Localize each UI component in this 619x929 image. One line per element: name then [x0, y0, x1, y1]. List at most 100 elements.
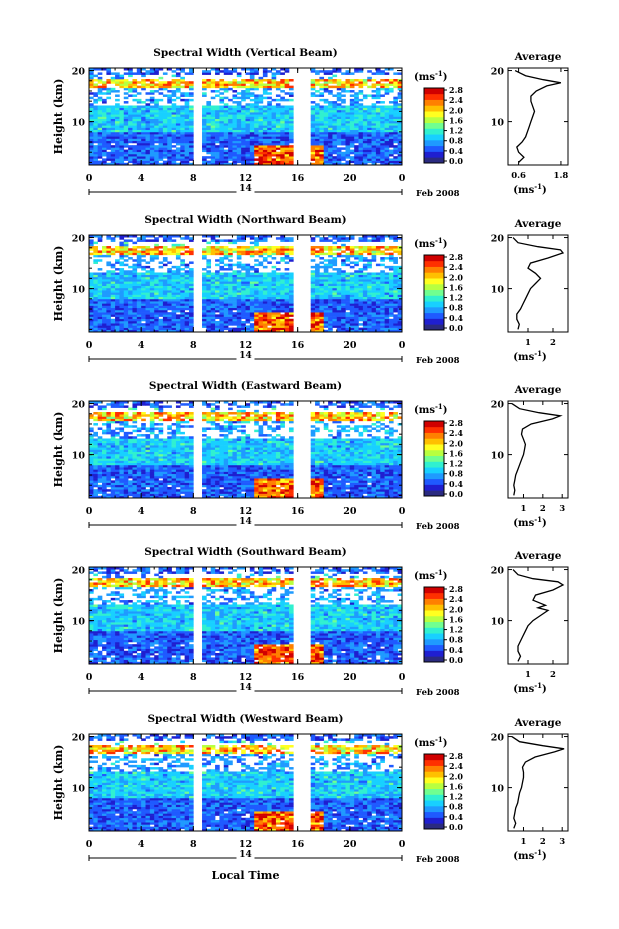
colorbar-tick-label: 1.6 [449, 282, 463, 292]
panel-title: Spectral Width (Eastward Beam) [149, 380, 342, 392]
colorbar-swatch [424, 318, 444, 325]
colorbar-swatch [424, 478, 444, 485]
colorbar-swatch [424, 266, 444, 273]
colorbar-frame [423, 420, 445, 497]
colorbar-swatch [424, 306, 444, 314]
average-x-tick-label: 0.6 [511, 171, 526, 181]
average-plot: Average 20 10 1 2 3 (ms-1) [491, 384, 569, 529]
colorbar-tick-label: 2.0 [449, 604, 463, 614]
colorbar-swatch [424, 610, 444, 617]
panel-1: Spectral Width (Northward Beam)2010Heigh… [52, 214, 569, 366]
colorbar-swatch [424, 484, 444, 491]
colorbar-tick-label: 2.0 [449, 105, 463, 115]
colorbar-swatch [424, 656, 444, 663]
colorbar-tick-label: 1.6 [449, 115, 463, 125]
colorbar-swatch [424, 638, 444, 646]
colorbar-tick-label: 0.8 [449, 469, 463, 479]
colorbar-tick-label: 0.4 [449, 645, 463, 655]
heatmap [89, 401, 403, 499]
x-tick-label: 0 [86, 340, 93, 351]
x-tick-label: 16 [291, 506, 305, 517]
x-tick-label: 0 [86, 672, 93, 683]
colorbar-tick-label: 0.8 [449, 136, 463, 146]
average-x-tick-label: 1 [521, 504, 527, 514]
average-x-tick-label: 2 [540, 504, 546, 514]
x-tick-label: 20 [343, 672, 357, 683]
y-tick-label: 20 [72, 234, 86, 245]
colorbar-swatch [424, 805, 444, 813]
colorbar-swatch [424, 788, 444, 795]
x-tick-label: 8 [190, 340, 197, 351]
average-y-tick-label: 10 [491, 285, 505, 296]
average-profile-line [511, 736, 565, 829]
colorbar-swatch [424, 324, 444, 331]
colorbar-swatch [424, 111, 444, 118]
x-tick-label: 4 [138, 672, 145, 683]
y-tick-label: 10 [72, 285, 86, 296]
x-tick-label: 12 [239, 672, 252, 683]
average-title: Average [514, 717, 562, 729]
colorbar-frame [423, 254, 445, 331]
colorbar-swatch [424, 139, 444, 147]
average-x-tick-label: 1 [521, 837, 527, 847]
panel-title: Spectral Width (Westward Beam) [147, 713, 343, 725]
average-x-tick-label: 3 [559, 837, 565, 847]
colorbar-tick-label: 0.0 [449, 822, 463, 832]
x-tick-label: 12 [239, 173, 252, 184]
colorbar-tick-label: 1.2 [449, 792, 463, 802]
colorbar-units: (ms-1) [414, 69, 447, 83]
colorbar-swatch [424, 88, 444, 95]
colorbar-swatch [424, 817, 444, 824]
y-tick-label: 20 [72, 566, 86, 577]
colorbar-tick-label: 2.0 [449, 438, 463, 448]
colorbar-swatch [424, 461, 444, 468]
colorbar-units: (ms-1) [414, 236, 447, 250]
colorbar-swatch [424, 122, 444, 129]
heatmap [89, 68, 403, 166]
colorbar-swatch [424, 295, 444, 302]
average-title: Average [514, 218, 562, 230]
colorbar-swatch [424, 765, 444, 772]
x-tick-label: 8 [190, 839, 197, 850]
date-label-bg [236, 684, 255, 692]
average-x-tick-label: 2 [550, 338, 556, 348]
x-tick-label: 8 [190, 672, 197, 683]
x-tick-label: 16 [291, 672, 305, 683]
colorbar-tick-label: 2.8 [449, 584, 463, 594]
colorbar-swatch [424, 490, 444, 497]
colorbar-swatch [424, 771, 444, 778]
y-axis-label: Height (km) [52, 578, 65, 654]
colorbar-units: (ms-1) [414, 402, 447, 416]
colorbar-swatch [424, 650, 444, 657]
colorbar-tick-label: 0.0 [449, 489, 463, 499]
colorbar-tick-label: 2.0 [449, 771, 463, 781]
heatmap [89, 734, 403, 832]
average-frame [507, 733, 569, 832]
colorbar-swatch [424, 782, 444, 790]
colorbar-tick-label: 0.0 [449, 156, 463, 166]
average-x-tick-label: 2 [540, 837, 546, 847]
average-x-label: (ms-1) [513, 681, 546, 695]
x-tick-label: 0 [86, 839, 93, 850]
colorbar-tick-label: 2.8 [449, 252, 463, 262]
average-y-tick-label: 20 [491, 400, 505, 411]
colorbar-tick-label: 1.6 [449, 781, 463, 791]
colorbar-swatch [424, 105, 444, 112]
heatmap [89, 235, 403, 333]
average-plot: Average 20 10 1 2 3 (ms-1) [491, 717, 569, 862]
colorbar-swatch [424, 128, 444, 135]
average-y-tick-label: 20 [491, 566, 505, 577]
y-axis-label: Height (km) [52, 246, 65, 322]
colorbar-tick-label: 2.4 [449, 262, 463, 272]
date-tick-label: 14 [239, 184, 252, 194]
colorbar-swatch [424, 260, 444, 267]
colorbar-swatch [424, 93, 444, 100]
colorbar-swatch [424, 644, 444, 651]
colorbar-swatch [424, 426, 444, 433]
y-tick-label: 10 [72, 451, 86, 462]
y-tick-label: 20 [72, 400, 86, 411]
y-tick-label: 10 [72, 118, 86, 129]
colorbar-tick-label: 1.2 [449, 459, 463, 469]
panel-0: Spectral Width (Vertical Beam) 20 10 Height… [52, 47, 569, 199]
